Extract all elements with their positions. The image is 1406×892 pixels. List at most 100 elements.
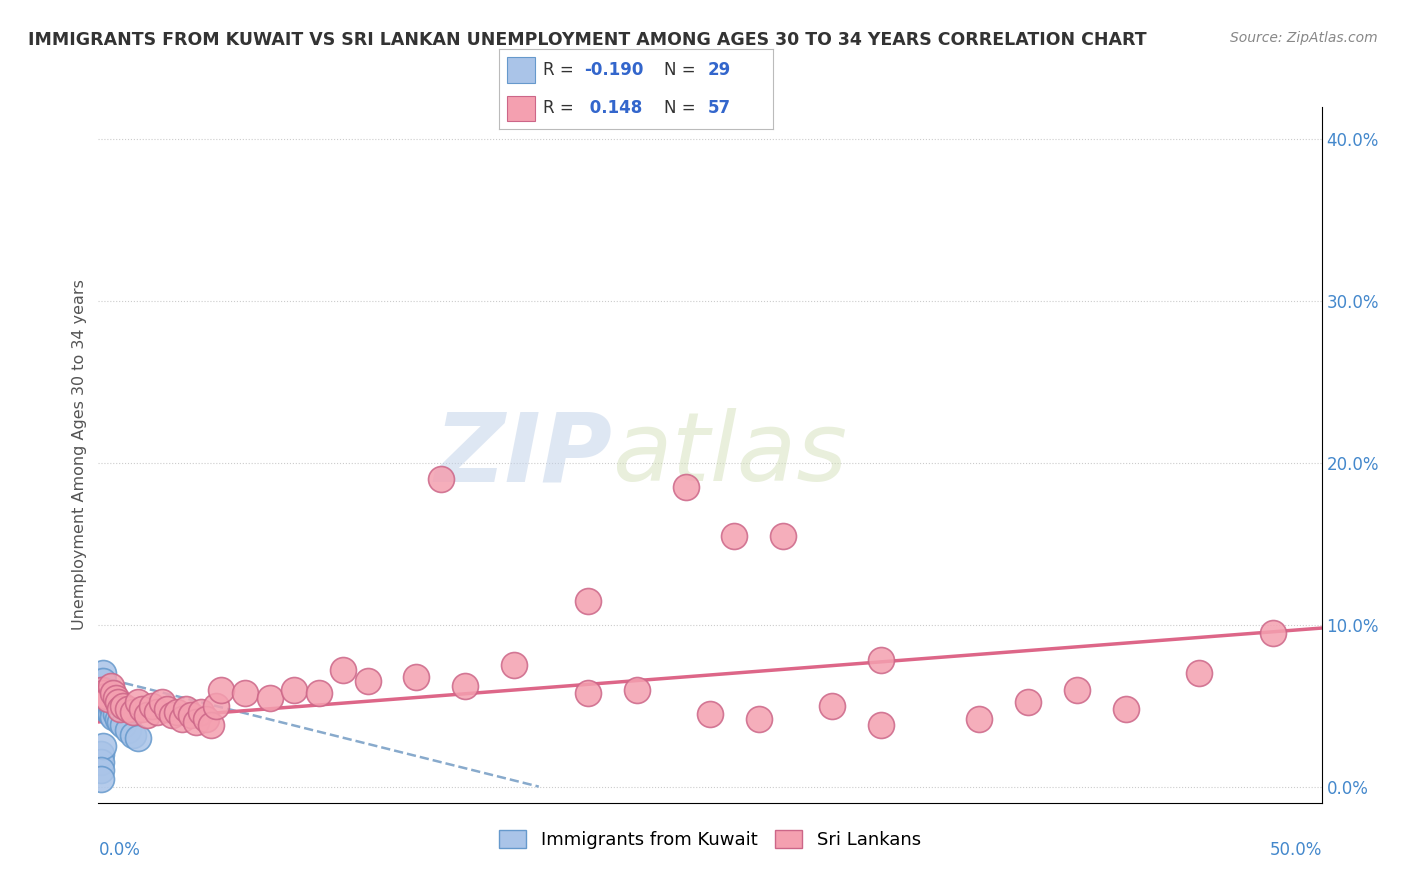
- Point: [100, 679, 122, 693]
- Point: [90, 756, 112, 770]
- Point: [190, 705, 212, 719]
- Point: [90, 772, 112, 786]
- Point: [110, 702, 132, 716]
- Point: [97, 702, 120, 716]
- Point: [94, 689, 117, 703]
- Point: [94, 686, 117, 700]
- Point: [405, 670, 427, 684]
- Point: [97, 696, 120, 710]
- Point: [166, 705, 188, 719]
- Point: [146, 705, 169, 719]
- Text: R =: R =: [543, 100, 579, 118]
- Point: [150, 696, 173, 710]
- Point: [1188, 666, 1211, 681]
- Point: [160, 708, 183, 723]
- Point: [121, 705, 143, 719]
- Point: [748, 712, 770, 726]
- Point: [91, 686, 114, 700]
- Point: [195, 712, 218, 726]
- Point: [117, 702, 139, 716]
- Point: [180, 708, 202, 723]
- Point: [127, 696, 149, 710]
- Text: Source: ZipAtlas.com: Source: ZipAtlas.com: [1230, 31, 1378, 45]
- Point: [94, 696, 117, 710]
- Point: [1017, 696, 1039, 710]
- Point: [200, 718, 222, 732]
- Point: [870, 653, 893, 667]
- Point: [821, 698, 844, 713]
- Text: 0.0%: 0.0%: [98, 841, 141, 859]
- Point: [308, 686, 330, 700]
- Point: [576, 593, 599, 607]
- Point: [110, 714, 132, 729]
- Point: [90, 690, 112, 705]
- Point: [91, 674, 114, 689]
- Point: [104, 706, 127, 721]
- Text: N =: N =: [664, 100, 700, 118]
- Point: [772, 529, 794, 543]
- Text: IMMIGRANTS FROM KUWAIT VS SRI LANKAN UNEMPLOYMENT AMONG AGES 30 TO 34 YEARS CORR: IMMIGRANTS FROM KUWAIT VS SRI LANKAN UNE…: [28, 31, 1147, 49]
- Point: [107, 696, 129, 710]
- Point: [1066, 682, 1088, 697]
- Point: [1115, 702, 1137, 716]
- Point: [131, 702, 153, 716]
- Point: [209, 682, 232, 697]
- Point: [90, 682, 112, 697]
- Point: [127, 731, 149, 745]
- Point: [100, 706, 122, 721]
- Text: 0.148: 0.148: [583, 100, 643, 118]
- Point: [205, 698, 228, 713]
- Point: [136, 708, 159, 723]
- Point: [107, 712, 129, 726]
- Point: [626, 682, 648, 697]
- Point: [430, 472, 453, 486]
- Point: [1261, 626, 1284, 640]
- Point: [870, 718, 893, 732]
- Text: ZIP: ZIP: [434, 409, 612, 501]
- Point: [156, 702, 179, 716]
- Text: N =: N =: [664, 61, 700, 78]
- Point: [94, 702, 117, 716]
- Point: [111, 718, 134, 732]
- Point: [141, 698, 163, 713]
- Point: [90, 682, 112, 697]
- Text: 50.0%: 50.0%: [1270, 841, 1322, 859]
- Point: [576, 686, 599, 700]
- Point: [121, 728, 143, 742]
- Point: [97, 692, 120, 706]
- FancyBboxPatch shape: [508, 57, 534, 83]
- Point: [101, 686, 124, 700]
- Point: [100, 698, 122, 713]
- Text: R =: R =: [543, 61, 579, 78]
- Point: [91, 666, 114, 681]
- Point: [90, 674, 112, 689]
- Point: [90, 747, 112, 762]
- Point: [94, 690, 117, 705]
- Point: [101, 702, 124, 716]
- Point: [454, 679, 477, 693]
- Text: 57: 57: [707, 100, 731, 118]
- Legend: Immigrants from Kuwait, Sri Lankans: Immigrants from Kuwait, Sri Lankans: [492, 822, 928, 856]
- Point: [104, 690, 127, 705]
- Point: [170, 712, 193, 726]
- FancyBboxPatch shape: [508, 95, 534, 121]
- Text: -0.190: -0.190: [583, 61, 644, 78]
- Point: [91, 682, 114, 697]
- Point: [675, 480, 697, 494]
- Point: [283, 682, 305, 697]
- Point: [259, 690, 281, 705]
- Point: [967, 712, 990, 726]
- Point: [186, 714, 208, 729]
- Y-axis label: Unemployment Among Ages 30 to 34 years: Unemployment Among Ages 30 to 34 years: [72, 279, 87, 631]
- Point: [90, 698, 112, 713]
- Point: [332, 663, 354, 677]
- Point: [90, 764, 112, 778]
- Point: [91, 739, 114, 754]
- Text: 29: 29: [707, 61, 731, 78]
- Point: [723, 529, 745, 543]
- Point: [111, 698, 134, 713]
- Point: [503, 658, 526, 673]
- Point: [101, 710, 124, 724]
- Point: [356, 674, 378, 689]
- Point: [117, 723, 139, 737]
